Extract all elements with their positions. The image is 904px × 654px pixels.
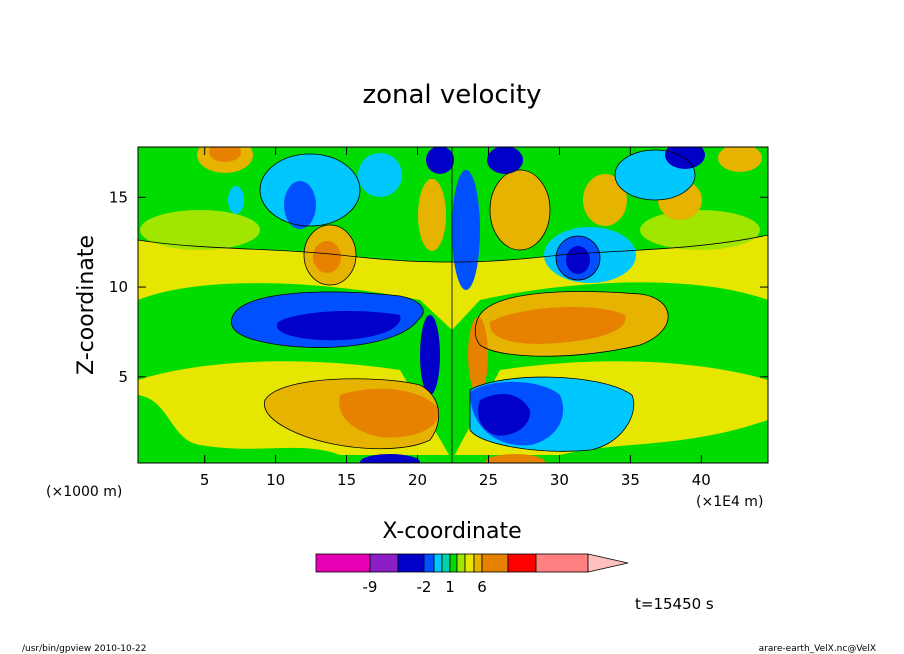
cyan-blob-small-left [228,186,244,214]
yellow-patch-right [640,210,760,250]
colorbar-swatch-7 [456,553,466,573]
orange-bottom-right [485,454,545,463]
footer-left: /usr/bin/gpview 2010-10-22 [22,644,146,654]
colorbar [315,553,629,573]
x-tick-label-1: 10 [266,471,285,489]
blue-blob-upper-left [284,181,316,229]
colorbar-swatch-11 [507,553,537,573]
orange-core-right [489,306,626,344]
orange-core-left-upper [313,241,341,273]
colorbar-labels: -9 -2 1 6 [363,578,487,596]
blue-core-top-center-right [487,147,523,174]
blue-core-top-right [665,147,705,169]
orange-streak-center [468,317,488,393]
yellow-patch-left [140,210,260,250]
contour-lines [138,147,768,463]
y-axis-ticks: 5 10 15 [109,188,768,386]
contour-line-3 [474,291,669,357]
colorbar-swatch-5 [441,553,451,573]
colorbar-swatch-8 [464,553,475,573]
colorbar-swatch-1 [369,553,399,573]
colorbar-swatch-12 [535,553,589,573]
colorbar-label-1: -2 [417,578,432,596]
colorbar-label-3: 6 [477,578,487,596]
contour-line-6 [303,224,357,286]
colorbar-swatch-2 [397,553,425,573]
chart-title: zonal velocity [362,80,541,110]
x-unit-right: (×1E4 m) [696,494,763,510]
footer-right: arare-earth_VelX.nc@VelX [759,644,876,654]
contour-line-5 [469,376,634,452]
contour-line-4 [263,378,439,450]
time-label: t=15450 s [635,595,714,613]
blue-core-upper-right [566,246,590,274]
contour-line-10 [614,149,696,201]
blue-bottom-left [360,454,420,463]
orange-blob-top-far-right [718,147,762,172]
y-axis-label: Z-coordinate [74,235,99,375]
colorbar-swatch-9 [473,553,483,573]
x-tick-label-2: 15 [337,471,356,489]
x-tick-label-7: 40 [692,471,711,489]
colorbar-label-2: 1 [445,578,455,596]
contour-line-2 [231,291,424,348]
x-tick-label-0: 5 [200,471,210,489]
x-axis-ticks: 5 10 15 20 25 30 35 40 [200,147,711,489]
blue-streak-center [420,315,440,395]
x-tick-label-6: 35 [621,471,640,489]
colorbar-swatch-6 [449,553,458,573]
colorbar-label-0: -9 [363,578,378,596]
blue-core-left [276,310,401,341]
orange-core-top-left [209,147,241,162]
colorbar-extend-arrow [587,553,629,573]
contour-field [138,147,768,463]
x-unit-left: (×1000 m) [46,484,122,500]
y-tick-label-1: 10 [109,278,128,296]
contour-line-8 [259,153,361,227]
cyan-blob-upper-center [358,153,402,197]
orange-blob-top-right [583,174,627,226]
plot-frame [137,146,769,464]
green-band-bottom [138,395,768,463]
blue-core-center-top [426,147,454,174]
colorbar-swatch-0 [315,553,371,573]
blue-core-lower-right [478,394,531,436]
y-tick-label-2: 15 [109,188,128,206]
colorbar-swatch-10 [481,553,509,573]
x-tick-label-3: 20 [408,471,427,489]
orange-core-lower-left [339,388,440,438]
orange-blob-right-upper [490,170,550,250]
colorbar-swatch-4 [433,553,443,573]
blue-blob-center-column [452,170,480,290]
contour-line-9 [489,169,551,251]
x-tick-label-4: 25 [479,471,498,489]
colorbar-swatch-3 [423,553,435,573]
orange-blob-center-left [418,179,446,251]
y-tick-label-0: 5 [118,368,128,386]
contour-line-7 [555,235,601,281]
x-axis-label: X-coordinate [382,519,521,544]
x-tick-label-5: 30 [550,471,569,489]
